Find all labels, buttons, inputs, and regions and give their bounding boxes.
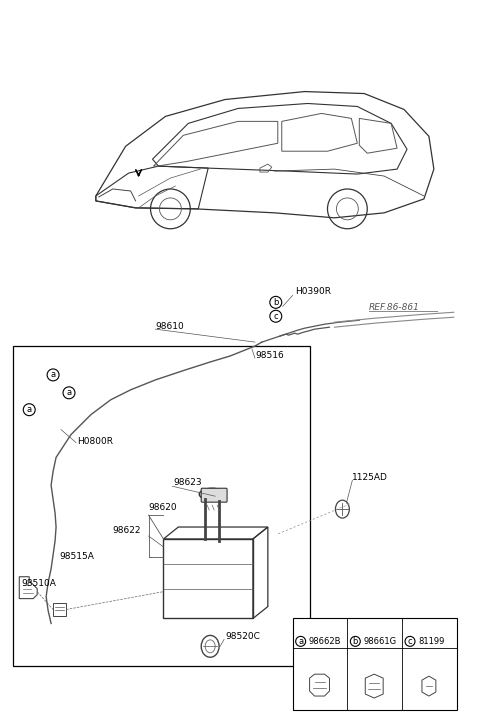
Ellipse shape xyxy=(199,488,225,500)
Text: 1125AD: 1125AD xyxy=(352,473,388,482)
Text: 81199: 81199 xyxy=(418,637,444,646)
Text: 98510A: 98510A xyxy=(21,579,56,588)
Text: 98623: 98623 xyxy=(173,477,202,487)
Text: H0390R: H0390R xyxy=(295,287,331,296)
Text: H0800R: H0800R xyxy=(77,437,113,446)
Text: 98520C: 98520C xyxy=(225,632,260,641)
FancyBboxPatch shape xyxy=(201,488,227,502)
Text: a: a xyxy=(66,388,72,397)
Text: b: b xyxy=(273,298,278,307)
Text: 98661G: 98661G xyxy=(363,637,396,646)
Text: b: b xyxy=(353,637,358,646)
Text: 98516: 98516 xyxy=(255,350,284,360)
Text: 98515A: 98515A xyxy=(59,552,94,561)
Text: REF.86-861: REF.86-861 xyxy=(369,303,420,312)
Text: 98662B: 98662B xyxy=(309,637,341,646)
Text: a: a xyxy=(27,405,32,414)
Text: c: c xyxy=(408,637,412,646)
Text: c: c xyxy=(274,312,278,321)
Text: a: a xyxy=(50,370,56,379)
Text: 98610: 98610 xyxy=(156,322,184,331)
Text: 98620: 98620 xyxy=(148,503,177,512)
FancyBboxPatch shape xyxy=(293,618,457,710)
Text: 98622: 98622 xyxy=(113,526,141,536)
Text: a: a xyxy=(298,637,303,646)
